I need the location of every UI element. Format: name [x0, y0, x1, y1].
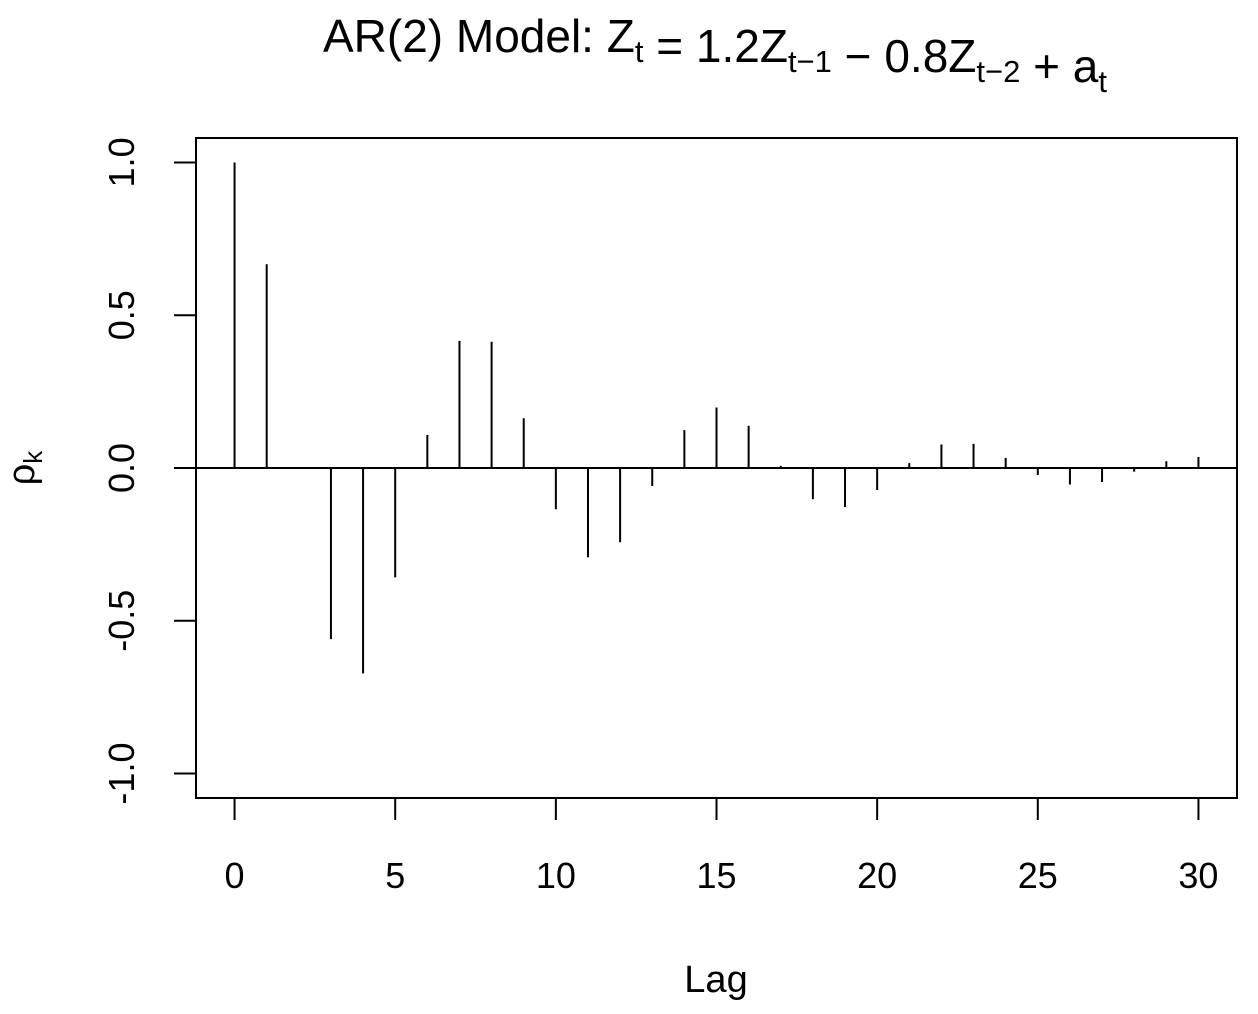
x-tick-label: 20 — [857, 855, 897, 896]
title-segment: Z — [760, 20, 788, 72]
title-segment: a — [1073, 40, 1099, 92]
title-subscript: t−1 — [788, 44, 832, 79]
y-tick-label: 1.0 — [101, 137, 142, 187]
y-axis-label-subscript: k — [18, 450, 48, 464]
x-axis-label: Lag — [684, 959, 747, 1001]
x-tick-label: 10 — [536, 855, 576, 896]
title-subscript: t — [1098, 64, 1107, 99]
x-tick-label: 0 — [225, 855, 245, 896]
y-tick-label: 0.5 — [101, 290, 142, 340]
title-segment: − 0.8 — [832, 30, 948, 82]
title-subscript: t−2 — [976, 54, 1020, 89]
x-tick-label: 30 — [1178, 855, 1218, 896]
title-prefix: AR(2) Model: — [323, 10, 607, 62]
title-segment: Z — [948, 30, 976, 82]
chart-title: AR(2) Model: Zt = 1.2Zt−1 − 0.8Zt−2 + at — [323, 10, 1107, 99]
title-segment: Z — [607, 10, 635, 62]
x-tick-label: 25 — [1018, 855, 1058, 896]
y-tick-label: -1.0 — [101, 743, 142, 805]
title-segment: + — [1020, 40, 1072, 92]
y-axis-label: ρk — [1, 450, 48, 486]
x-axis: 0 5 10 15 20 25 30 — [225, 797, 1218, 896]
title-segment: = 1.2 — [643, 20, 759, 72]
x-tick-label: 5 — [385, 855, 405, 896]
y-axis-label-symbol: ρ — [1, 464, 43, 486]
acf-bars — [196, 162, 1237, 674]
y-axis: -1.0 -0.5 0.0 0.5 1.0 — [101, 137, 197, 805]
title-subscript: t — [635, 34, 644, 69]
y-tick-label: 0.0 — [101, 443, 142, 493]
x-tick-label: 15 — [696, 855, 736, 896]
y-tick-label: -0.5 — [101, 590, 142, 652]
